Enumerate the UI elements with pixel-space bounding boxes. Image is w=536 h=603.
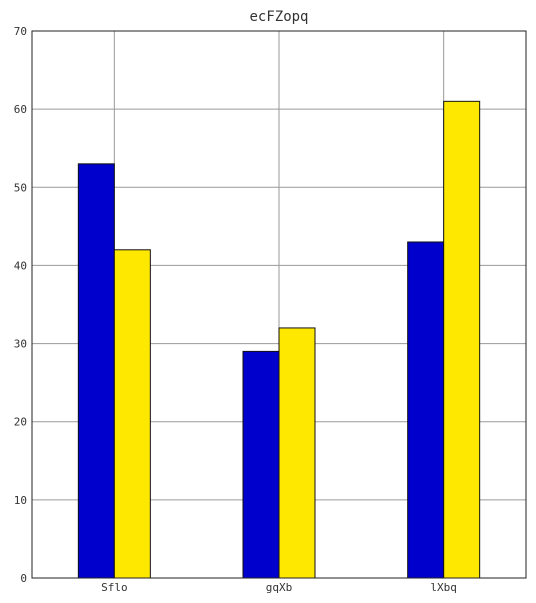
- bar: [278, 327, 316, 579]
- bar: [77, 163, 115, 579]
- y-tick-label: 30: [14, 338, 27, 351]
- plot-frame: [31, 30, 527, 579]
- x-tick-label: gqXb: [266, 581, 293, 594]
- y-tick-label: 20: [14, 416, 27, 429]
- bars: [77, 100, 481, 579]
- chart-title: ecFZopq: [249, 9, 308, 25]
- bar: [113, 249, 151, 579]
- y-tick-label: 40: [14, 259, 27, 272]
- bar: [443, 100, 481, 579]
- bar: [242, 350, 280, 579]
- x-tick-label: Sflo: [101, 581, 128, 594]
- y-tick-label: 70: [14, 25, 27, 38]
- y-tick-label: 60: [14, 103, 27, 116]
- x-tick-label: lXbq: [430, 581, 457, 594]
- y-tick-label: 10: [14, 494, 27, 507]
- y-axis-ticks: 0 10 20 30 40 50 60 70: [14, 25, 27, 585]
- y-tick-label: 50: [14, 181, 27, 194]
- bar: [407, 241, 445, 579]
- y-tick-label: 0: [20, 572, 27, 585]
- x-axis-ticks: Sflo gqXb lXbq: [101, 581, 457, 594]
